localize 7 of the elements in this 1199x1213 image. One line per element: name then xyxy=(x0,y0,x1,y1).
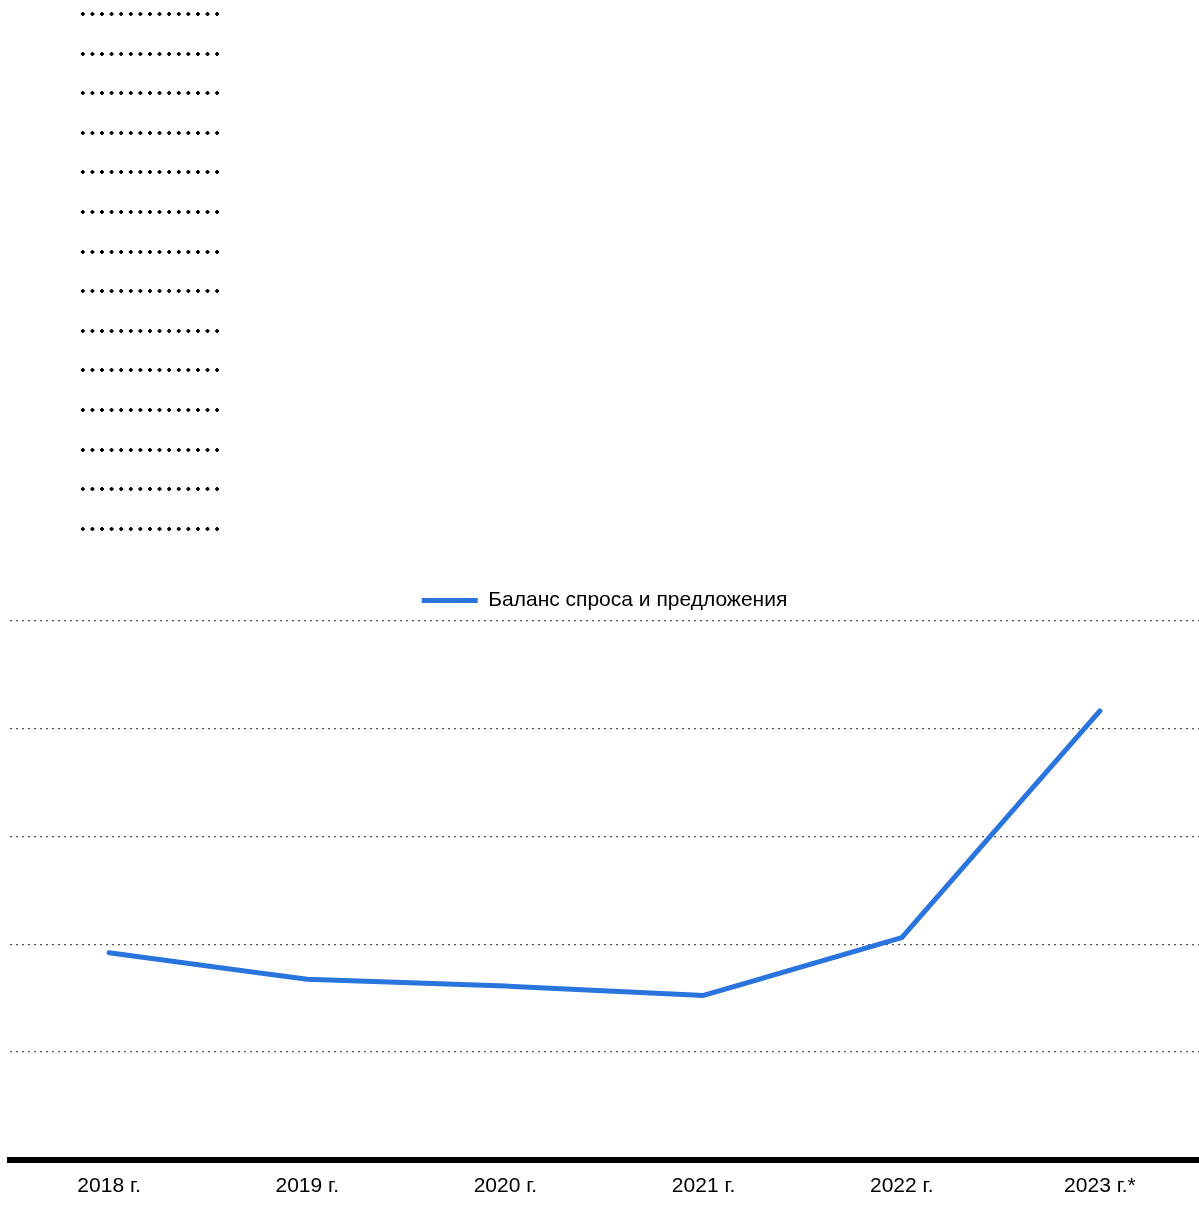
x-tick-label: 2018 г. xyxy=(77,1173,141,1197)
x-tick-label: 2019 г. xyxy=(275,1173,339,1197)
legend-label: Баланс спроса и предложения xyxy=(488,587,788,611)
x-tick-label: 2023 г.* xyxy=(1064,1173,1136,1197)
x-tick-label: 2020 г. xyxy=(473,1173,538,1197)
x-tick-label: 2022 г. xyxy=(870,1173,934,1197)
x-tick-label: 2021 г. xyxy=(671,1173,736,1197)
